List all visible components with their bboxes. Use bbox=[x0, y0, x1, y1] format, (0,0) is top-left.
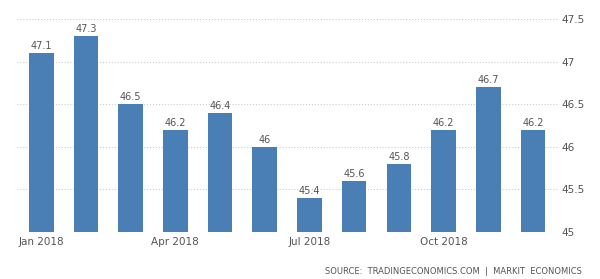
Text: 46.5: 46.5 bbox=[120, 92, 142, 102]
Bar bbox=[163, 130, 188, 232]
Text: 46.7: 46.7 bbox=[478, 75, 499, 85]
Bar bbox=[521, 130, 545, 232]
Bar bbox=[386, 164, 411, 232]
Text: 45.4: 45.4 bbox=[299, 186, 320, 196]
Text: 47.3: 47.3 bbox=[75, 24, 97, 34]
Text: 47.1: 47.1 bbox=[31, 41, 52, 51]
Bar bbox=[208, 113, 232, 232]
Text: SOURCE:  TRADINGECONOMICS.COM  |  MARKIT  ECONOMICS: SOURCE: TRADINGECONOMICS.COM | MARKIT EC… bbox=[325, 267, 582, 276]
Text: 45.6: 45.6 bbox=[343, 169, 365, 179]
Bar bbox=[29, 53, 53, 232]
Bar bbox=[297, 198, 322, 232]
Text: 46.2: 46.2 bbox=[522, 118, 544, 128]
Bar bbox=[431, 130, 456, 232]
Bar bbox=[118, 104, 143, 232]
Bar bbox=[342, 181, 367, 232]
Bar bbox=[253, 147, 277, 232]
Text: 46.4: 46.4 bbox=[209, 101, 231, 111]
Text: 46.2: 46.2 bbox=[433, 118, 454, 128]
Text: 46: 46 bbox=[259, 135, 271, 145]
Text: 45.8: 45.8 bbox=[388, 152, 410, 162]
Bar bbox=[74, 36, 98, 232]
Text: 46.2: 46.2 bbox=[164, 118, 186, 128]
Bar bbox=[476, 87, 500, 232]
